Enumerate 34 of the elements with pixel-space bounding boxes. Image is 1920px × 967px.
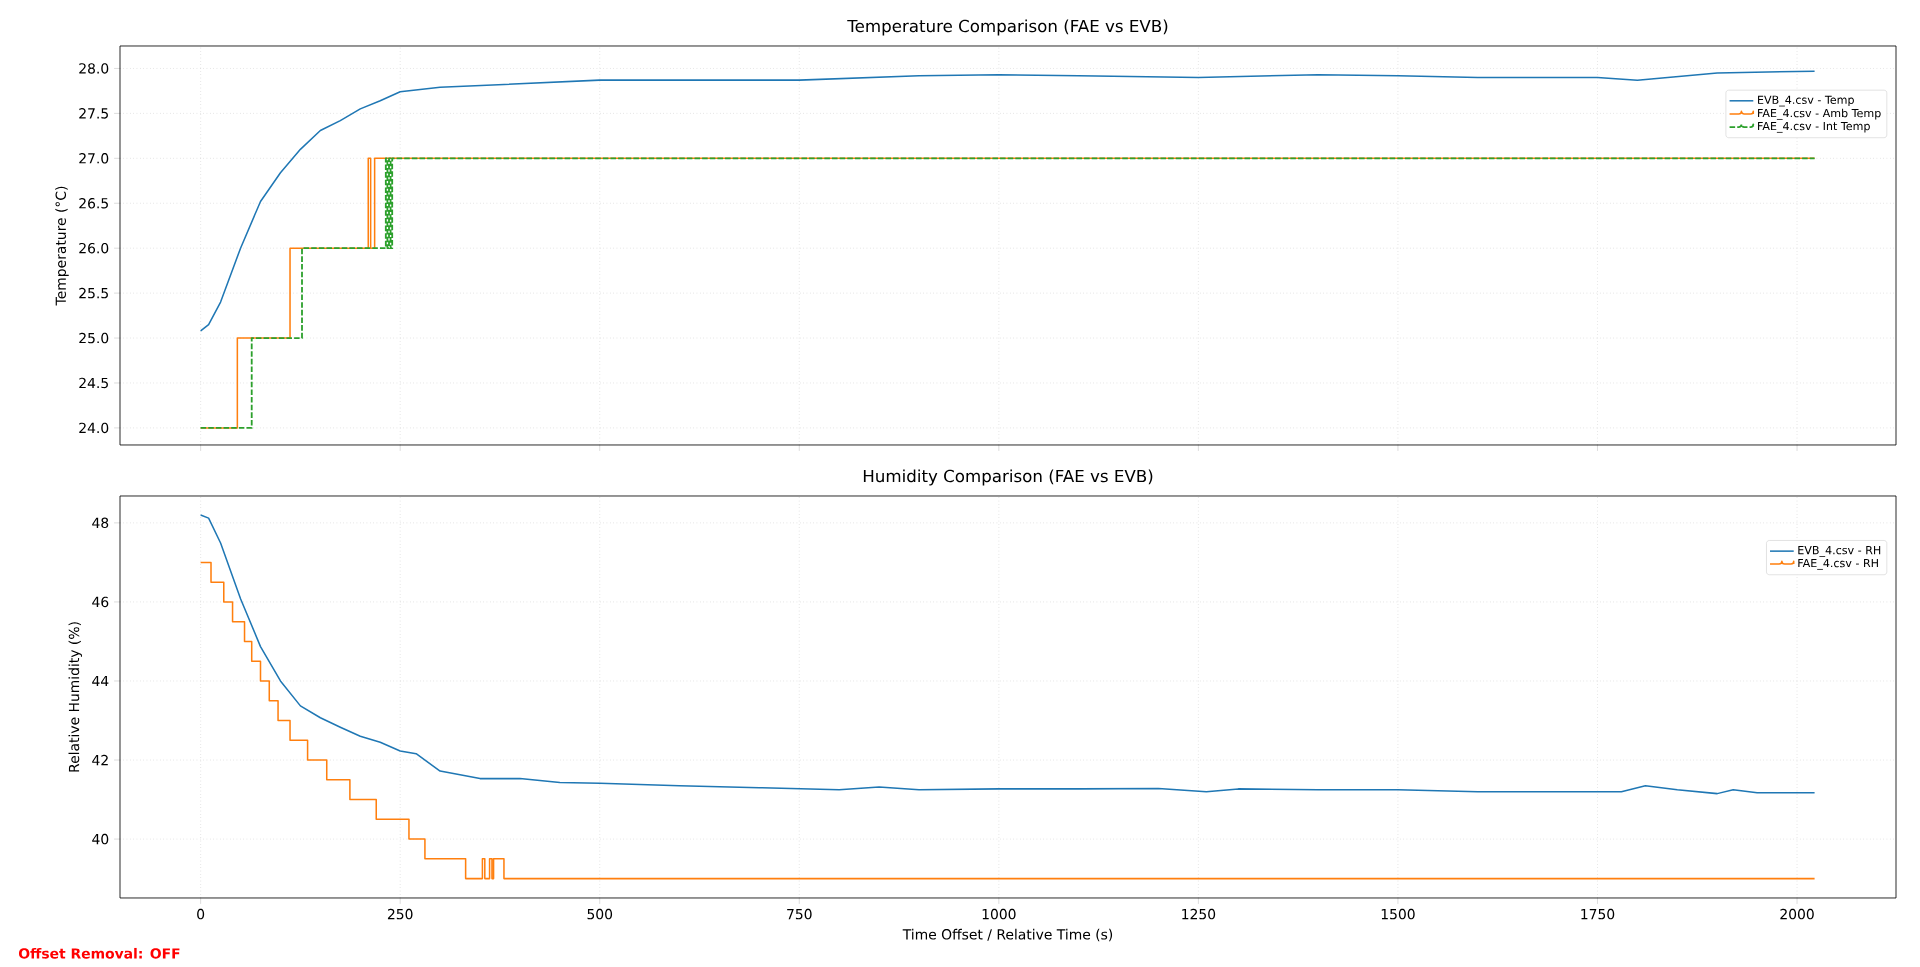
x-tick-label: 0	[197, 908, 205, 920]
x-tick-label: 1500	[1381, 908, 1415, 920]
y-tick-label: 24.0	[79, 422, 109, 434]
y-tick-label: 27.5	[79, 108, 108, 119]
text: Offset Removal: OFF	[18, 947, 180, 959]
y-tick-label: 48	[92, 517, 109, 529]
legend-label: FAE_4.csv - Int Temp	[1758, 121, 1870, 133]
y-axis-title: Relative Humidity (%)	[68, 622, 82, 772]
y-tick-label: 26.0	[79, 242, 109, 254]
legend-label: FAE_4.csv - RH	[1798, 559, 1878, 570]
y-tick-label: 28.0	[79, 63, 109, 74]
y-tick-label: 40	[92, 833, 109, 845]
y-tick-label: 46	[92, 596, 109, 608]
x-axis-title: Time Offset / Relative Time (s)	[902, 928, 1113, 942]
x-tick-label: 1750	[1581, 908, 1615, 920]
x-tick-label: 750	[787, 908, 812, 920]
y-tick-label: 27.0	[79, 153, 109, 164]
x-tick-label: 1250	[1182, 908, 1216, 920]
x-tick-label: 250	[387, 908, 413, 920]
x-tick-label: 500	[587, 908, 613, 920]
y-tick-label: 25.0	[79, 332, 109, 344]
y-tick-label: 25.5	[79, 287, 108, 299]
x-tick-label: 2000	[1780, 908, 1814, 920]
y-tick-label: 42	[92, 754, 108, 766]
y-tick-label: 44	[92, 675, 109, 687]
legend-label: EVB_4.csv - Temp	[1758, 95, 1854, 107]
chart-title: Humidity Comparison (FAE vs EVB)	[863, 469, 1153, 486]
y-tick-label: 24.5	[79, 377, 108, 389]
legend-label: FAE_4.csv - Amb Temp	[1758, 108, 1881, 120]
legend-label: EVB_4.csv - RH	[1798, 546, 1881, 557]
chart-title: Temperature Comparison (FAE vs EVB)	[847, 19, 1168, 36]
x-tick-label: 1000	[982, 908, 1016, 920]
y-tick-label: 26.5	[79, 197, 108, 209]
y-axis-title: Temperature (°C)	[55, 186, 69, 306]
